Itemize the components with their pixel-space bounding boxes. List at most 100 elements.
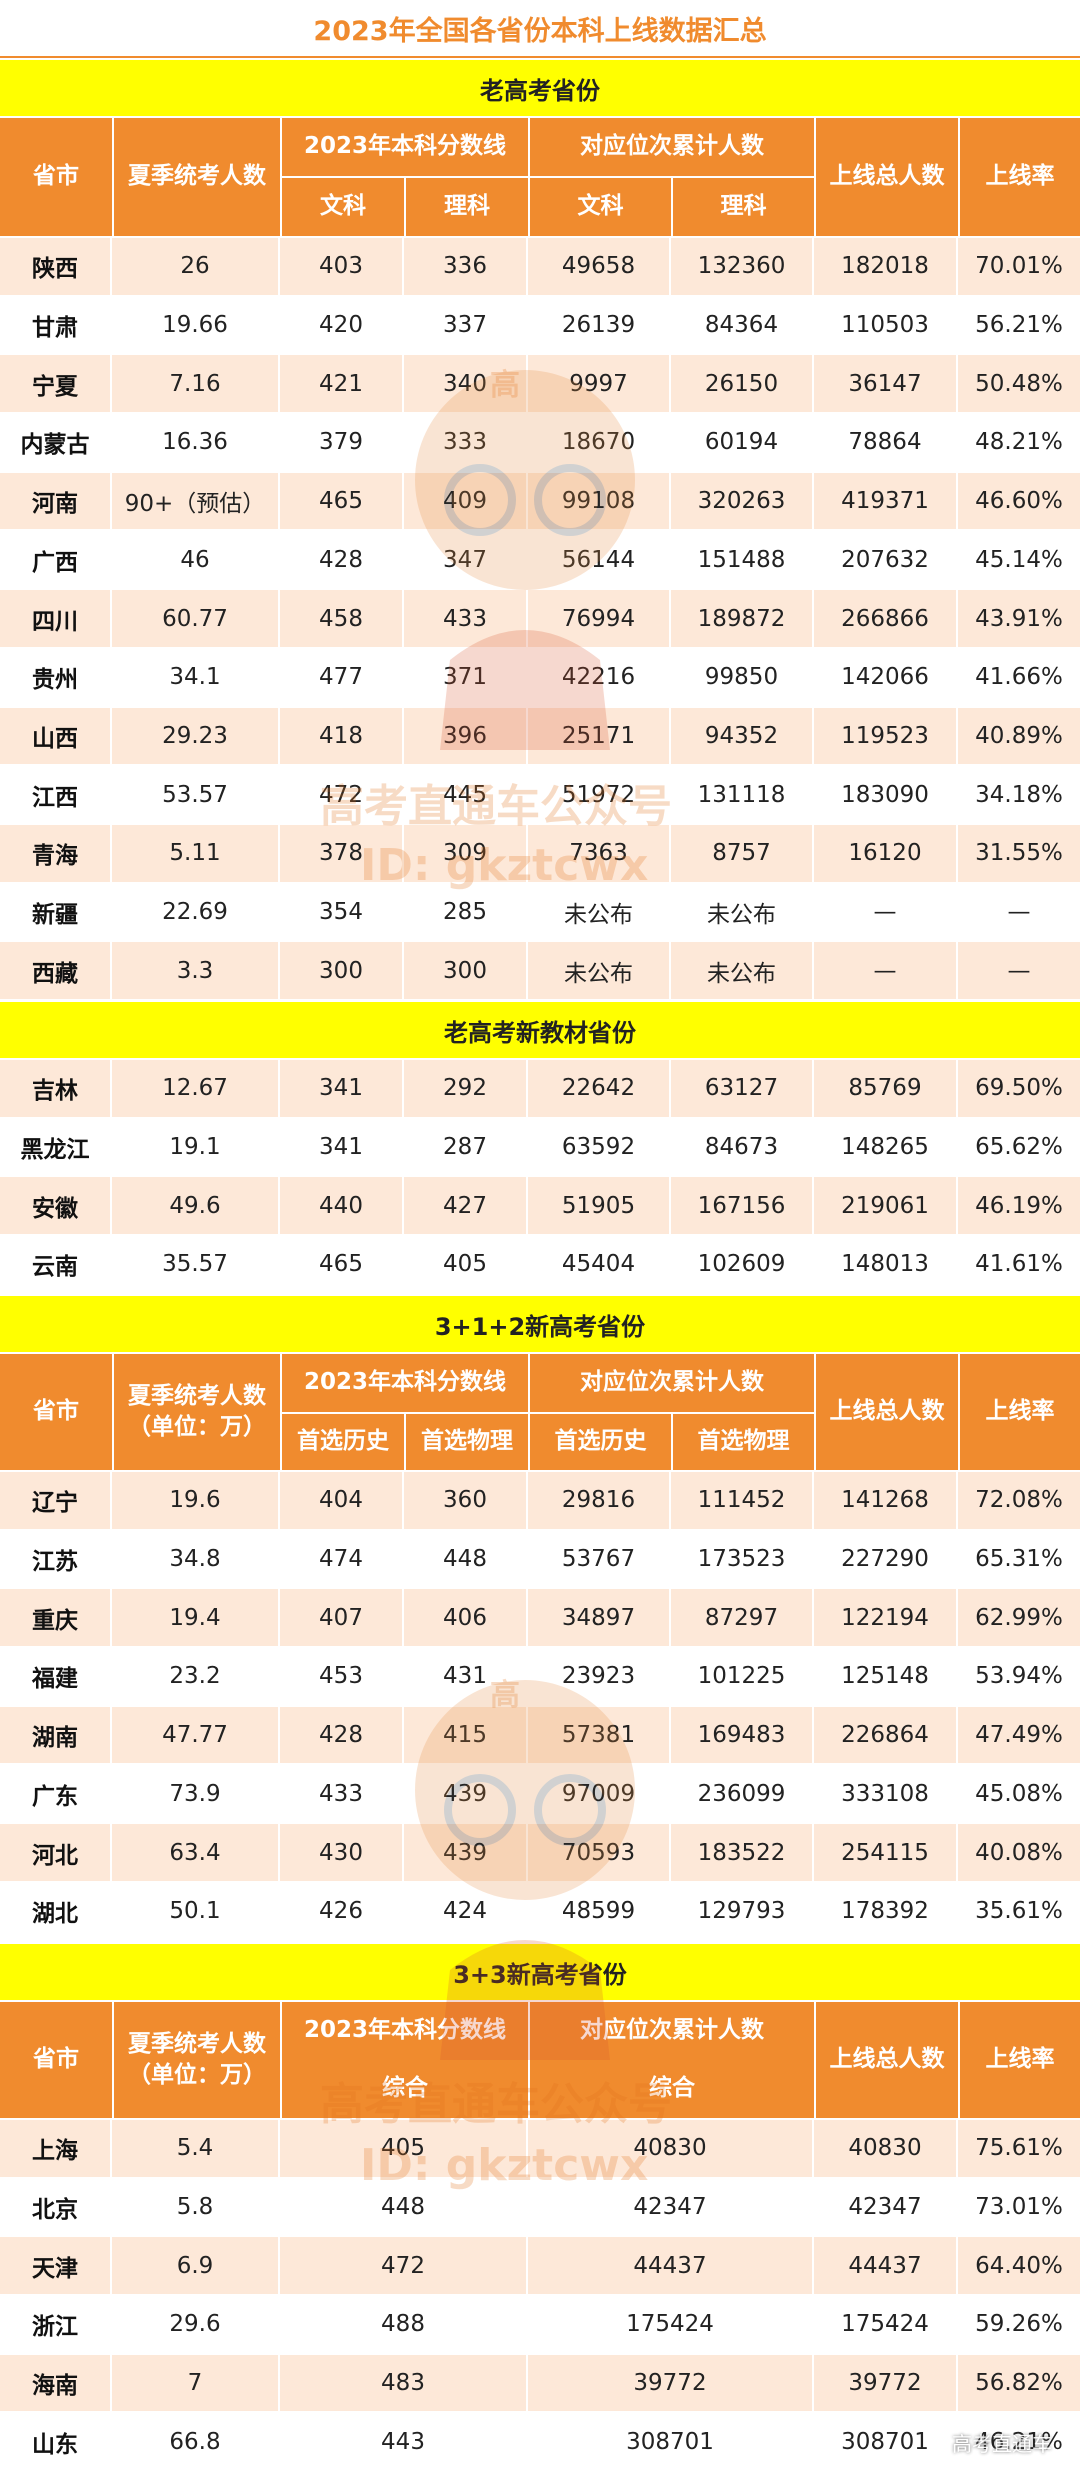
header-province: 省市 [33, 1398, 79, 1425]
cell-examinees: 26 [112, 238, 280, 295]
header-rank-wen: 文科 [528, 176, 671, 236]
table-row: 湖南 47.77 428 415 57381 169483 226864 47.49% [0, 1704, 1080, 1764]
cell-total: 175424 [814, 2296, 958, 2353]
cell-total: — [814, 942, 958, 1000]
section-old-gaokao: 老高考省份 [0, 58, 1080, 116]
cell-cutoff-b: 439 [404, 1824, 528, 1881]
cell-rank-b: 131118 [671, 766, 814, 823]
cell-province: 河南 [0, 472, 112, 530]
cell-rank-b: 167156 [671, 1177, 814, 1235]
cell-examinees: 47.77 [112, 1706, 280, 1764]
cell-rate: 41.61% [958, 1236, 1080, 1293]
cell-rate: 70.01% [958, 238, 1080, 295]
cell-rank-a: 97009 [528, 1765, 671, 1823]
cell-examinees: 5.4 [112, 2120, 280, 2177]
cell-rate: 43.91% [958, 590, 1080, 647]
cell-total: 142066 [814, 648, 958, 706]
cell-cutoff-b: 347 [404, 531, 528, 589]
cell-rate: 47.49% [958, 1706, 1080, 1764]
cell-examinees: 53.57 [112, 766, 280, 823]
table-row: 山东 66.8 443 308701 308701 46.21% [0, 2411, 1080, 2471]
cell-rank-a: 25171 [528, 707, 671, 765]
cell-rank-a: 9997 [528, 355, 671, 413]
cell-rate: 59.26% [958, 2296, 1080, 2353]
cell-cutoff-b: 285 [404, 883, 528, 941]
cell-province: 宁夏 [0, 355, 112, 413]
cell-examinees: 19.4 [112, 1589, 280, 1647]
table-header-312: 省市 夏季统考人数 （单位：万） 2023年本科分数线 首选历史 首选物理 对应… [0, 1352, 1080, 1470]
cell-cutoff-a: 407 [280, 1589, 404, 1647]
cell-total: 308701 [814, 2413, 958, 2471]
cell-rank-b: 60194 [671, 414, 814, 471]
cell-rank-b: 101225 [671, 1648, 814, 1705]
cell-province: 广西 [0, 531, 112, 589]
cell-province: 广东 [0, 1765, 112, 1823]
cell-rank-b: 111452 [671, 1472, 814, 1529]
cell-total: 219061 [814, 1177, 958, 1235]
cell-examinees: 19.1 [112, 1118, 280, 1176]
cell-examinees: 73.9 [112, 1765, 280, 1823]
cell-total: 110503 [814, 296, 958, 354]
section-new-312: 3+1+2新高考省份 [0, 1294, 1080, 1352]
cell-cutoff-a: 418 [280, 707, 404, 765]
table-row: 河南 90+（预估） 465 409 99108 320263 419371 46.60% [0, 470, 1080, 530]
header-cutoff: 2023年本科分数线 [280, 2002, 528, 2060]
cell-cutoff-a: 458 [280, 590, 404, 647]
cell-examinees: 49.6 [112, 1177, 280, 1235]
cell-total: 148265 [814, 1118, 958, 1176]
table-row: 浙江 29.6 488 175424 175424 59.26% [0, 2294, 1080, 2353]
cell-cutoff-a: 465 [280, 472, 404, 530]
header-examinees-line1: 夏季统考人数 [128, 1382, 266, 1409]
cell-cutoff-b: 424 [404, 1882, 528, 1940]
cell-rate: 46.21% [958, 2413, 1080, 2471]
cell-cutoff-b: 396 [404, 707, 528, 765]
cell-examinees: 50.1 [112, 1882, 280, 1940]
cell-province: 天津 [0, 2237, 112, 2295]
cell-rate: 45.14% [958, 531, 1080, 589]
table-row: 河北 63.4 430 439 70593 183522 254115 40.08% [0, 1822, 1080, 1881]
table-row: 宁夏 7.16 421 340 9997 26150 36147 50.48% [0, 353, 1080, 413]
cell-rank: 44437 [528, 2237, 814, 2295]
cell-cutoff-a: 341 [280, 1118, 404, 1176]
header-cutoff: 2023年本科分数线 [280, 1354, 528, 1412]
cell-total: 122194 [814, 1589, 958, 1647]
cell-cutoff-b: 292 [404, 1060, 528, 1117]
cell-cutoff-a: 420 [280, 296, 404, 354]
cell-province: 山西 [0, 707, 112, 765]
cell-rate: 64.40% [958, 2237, 1080, 2295]
cell-rank-b: 26150 [671, 355, 814, 413]
cell-cutoff-a: 379 [280, 414, 404, 471]
header-rank-sub: 综合 [528, 2060, 814, 2118]
table-row: 上海 5.4 405 40830 40830 75.61% [0, 2118, 1080, 2177]
cell-rate: — [958, 883, 1080, 941]
cell-province: 河北 [0, 1824, 112, 1881]
cell-province: 湖南 [0, 1706, 112, 1764]
table-row: 广西 46 428 347 56144 151488 207632 45.14% [0, 529, 1080, 589]
cell-rank-b: 169483 [671, 1706, 814, 1764]
cell-rate: 40.89% [958, 707, 1080, 765]
table-row: 云南 35.57 465 405 45404 102609 148013 41.61% [0, 1234, 1080, 1293]
cell-rate: 34.18% [958, 766, 1080, 823]
cell-total: 333108 [814, 1765, 958, 1823]
cell-rank-a: 42216 [528, 648, 671, 706]
cell-rank-b: 236099 [671, 1765, 814, 1823]
table-row: 福建 23.2 453 431 23923 101225 125148 53.94% [0, 1646, 1080, 1705]
table-row: 江西 53.57 472 445 51972 131118 183090 34.18% [0, 764, 1080, 823]
cell-rank-b: 84364 [671, 296, 814, 354]
header-rate: 上线率 [958, 2002, 1080, 2118]
cell-province: 新疆 [0, 883, 112, 941]
table-row: 北京 5.8 448 42347 42347 73.01% [0, 2176, 1080, 2236]
cell-rank-b: 94352 [671, 707, 814, 765]
cell-cutoff-a: 421 [280, 355, 404, 413]
cell-province: 北京 [0, 2178, 112, 2236]
cell-province: 陕西 [0, 238, 112, 295]
cell-rate: 40.08% [958, 1824, 1080, 1881]
cell-cutoff-b: 448 [404, 1530, 528, 1588]
cell-total: 182018 [814, 238, 958, 295]
cell-cutoff-b: 409 [404, 472, 528, 530]
cell-rank-b: 84673 [671, 1118, 814, 1176]
header-rank: 对应位次累计人数 [528, 1354, 814, 1412]
cell-province: 安徽 [0, 1177, 112, 1235]
table-header-33: 省市 夏季统考人数 （单位：万） 2023年本科分数线 综合 对应位次累计人数 … [0, 2000, 1080, 2118]
